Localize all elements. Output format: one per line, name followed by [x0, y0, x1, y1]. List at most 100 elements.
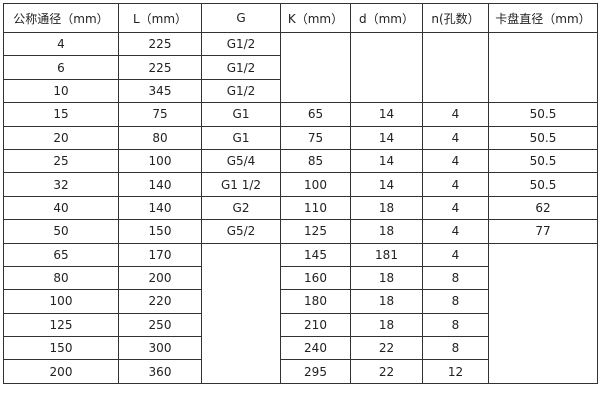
- cell-chuck-diameter: 50.5: [488, 102, 598, 127]
- header-d: d（mm）: [350, 3, 423, 33]
- cell-length: 360: [118, 359, 202, 384]
- table-row: 20 80 G1 75 14 4 50.5: [3, 125, 598, 150]
- cell-nominal-diameter: 15: [3, 102, 119, 127]
- header-row: 公称通径（mm） L（mm） G K（mm） d（mm） n(孔数） 卡盘直径（mm）: [3, 3, 598, 33]
- cell-n-holes: 4: [422, 125, 489, 150]
- cell-n-holes: 8: [422, 289, 489, 314]
- cell-n-holes: 4: [422, 219, 489, 244]
- table-row: 150 300 240 22 8: [3, 336, 598, 361]
- cell-length: 200: [118, 265, 202, 291]
- cell-length: 170: [118, 242, 202, 267]
- table-row: 4 225 G1/2: [3, 31, 598, 104]
- cell-nominal-diameter: 4: [3, 31, 119, 57]
- cell-k: 295: [280, 359, 351, 384]
- header-thread: G: [201, 3, 281, 33]
- header-k: K（mm）: [280, 3, 351, 33]
- cell-d: 22: [350, 359, 423, 384]
- cell-nominal-diameter: 65: [3, 242, 119, 267]
- cell-thread: G5/4: [201, 148, 281, 174]
- cell-thread: G1/2: [201, 78, 281, 104]
- cell-d: 14: [350, 172, 423, 197]
- table-row: 125 250 210 18 8: [3, 312, 598, 338]
- cell-nominal-diameter: 125: [3, 312, 119, 338]
- cell-chuck-diameter: 50.5: [488, 125, 598, 150]
- cell-nominal-diameter: 10: [3, 78, 119, 104]
- cell-k: 110: [280, 195, 351, 221]
- cell-n-holes: 4: [422, 102, 489, 127]
- cell-n-holes: 8: [422, 312, 489, 338]
- table-row: 100 220 180 18 8: [3, 289, 598, 314]
- cell-chuck-diameter: 62: [488, 195, 598, 221]
- cell-thread: G1: [201, 125, 281, 150]
- cell-nominal-diameter: 32: [3, 172, 119, 197]
- cell-length: 80: [118, 125, 202, 150]
- cell-n-holes: 4: [422, 172, 489, 197]
- cell-n-holes: 4: [422, 242, 489, 267]
- table-row: 32 140 G1 1/2 100 14 4 50.5: [3, 172, 598, 197]
- cell-thread: G1/2: [201, 31, 281, 57]
- cell-d: 18: [350, 219, 423, 244]
- cell-nominal-diameter: 80: [3, 265, 119, 291]
- cell-length: 345: [118, 78, 202, 104]
- cell-thread: G5/2: [201, 219, 281, 244]
- cell-length: 140: [118, 172, 202, 197]
- cell-k: 240: [280, 336, 351, 361]
- cell-nominal-diameter: 6: [3, 55, 119, 80]
- table-row: 25 100 G5/4 85 14 4 50.5: [3, 148, 598, 174]
- cell-thread: G1 1/2: [201, 172, 281, 197]
- cell-n-holes: 12: [422, 359, 489, 384]
- cell-length: 250: [118, 312, 202, 338]
- cell-nominal-diameter: 200: [3, 359, 119, 384]
- cell-chuck-diameter: 50.5: [488, 172, 598, 197]
- cell-k: 100: [280, 172, 351, 197]
- header-chuck-diameter: 卡盘直径（mm）: [488, 3, 598, 33]
- cell-d: 22: [350, 336, 423, 361]
- cell-thread: G1: [201, 102, 281, 127]
- cell-d: 181: [350, 242, 423, 267]
- table-row: 200 360 295 22 12: [3, 359, 598, 384]
- cell-length: 140: [118, 195, 202, 221]
- cell-d: 18: [350, 289, 423, 314]
- header-length: L（mm）: [118, 3, 202, 33]
- cell-d: 18: [350, 312, 423, 338]
- cell-n-holes: 4: [422, 195, 489, 221]
- cell-n-holes: 8: [422, 336, 489, 361]
- cell-k: 160: [280, 265, 351, 291]
- cell-d: 14: [350, 148, 423, 174]
- cell-length: 225: [118, 55, 202, 80]
- cell-d: 14: [350, 102, 423, 127]
- cell-length: 225: [118, 31, 202, 57]
- cell-n-holes: 4: [422, 148, 489, 174]
- cell-nominal-diameter: 25: [3, 148, 119, 174]
- table-row: 6 225 G1/2: [3, 55, 598, 80]
- header-nominal-diameter: 公称通径（mm）: [3, 3, 119, 33]
- cell-length: 150: [118, 219, 202, 244]
- cell-chuck-diameter: 77: [488, 219, 598, 244]
- cell-k: 75: [280, 125, 351, 150]
- cell-k: 85: [280, 148, 351, 174]
- table-row: 65 170 145 181 4: [3, 242, 598, 384]
- cell-thread: G2: [201, 195, 281, 221]
- cell-d: 14: [350, 125, 423, 150]
- cell-k: 180: [280, 289, 351, 314]
- cell-thread: [201, 242, 281, 384]
- cell-k: 145: [280, 242, 351, 267]
- cell-n-holes: 8: [422, 265, 489, 291]
- cell-d: 18: [350, 195, 423, 221]
- cell-length: 300: [118, 336, 202, 361]
- table-row: 80 200 160 18 8: [3, 265, 598, 291]
- cell-k: 125: [280, 219, 351, 244]
- cell-nominal-diameter: 40: [3, 195, 119, 221]
- cell-length: 220: [118, 289, 202, 314]
- cell-k: [280, 31, 351, 104]
- table-row: 15 75 G1 65 14 4 50.5: [3, 102, 598, 127]
- cell-thread: G1/2: [201, 55, 281, 80]
- table-row: 40 140 G2 110 18 4 62: [3, 195, 598, 221]
- cell-d: 18: [350, 265, 423, 291]
- cell-length: 100: [118, 148, 202, 174]
- cell-nominal-diameter: 50: [3, 219, 119, 244]
- cell-nominal-diameter: 100: [3, 289, 119, 314]
- cell-d: [350, 31, 423, 104]
- cell-k: 210: [280, 312, 351, 338]
